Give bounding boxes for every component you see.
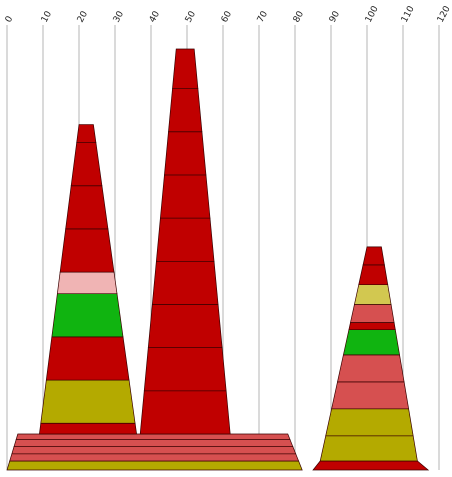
bar-segment-red xyxy=(155,217,215,262)
bar-segment-red xyxy=(172,48,199,89)
bar-segment-green xyxy=(342,329,400,356)
bar-segment-olive xyxy=(40,379,136,424)
bar-segment-red xyxy=(143,347,227,392)
x-tick-label: 20 xyxy=(76,9,90,24)
shape-3 xyxy=(139,48,231,435)
x-tick-label: 30 xyxy=(112,9,126,24)
x-tick-label: 50 xyxy=(184,9,198,24)
bar-segment-red xyxy=(139,390,231,435)
x-tick-label: 80 xyxy=(292,9,306,24)
bar-segment-salmon xyxy=(337,354,405,383)
bar-segment-red xyxy=(168,88,203,133)
bar-segment-red xyxy=(164,131,207,176)
shape-1 xyxy=(6,433,303,471)
bar-segment-olive xyxy=(325,408,414,437)
bar-segment-salmon xyxy=(9,453,300,462)
bar-segment-red xyxy=(312,460,430,471)
bar-segment-salmon xyxy=(331,381,410,410)
bar-segment-salmon xyxy=(13,439,294,447)
bar-segment-red xyxy=(358,264,389,286)
bar-segment-red xyxy=(59,228,115,273)
bar-segment-salmon xyxy=(11,446,297,455)
x-tick-label: 120 xyxy=(436,4,452,24)
bar-segment-red xyxy=(45,336,130,381)
shape-2 xyxy=(39,124,138,435)
bar-segment-red xyxy=(151,260,219,305)
shape-4 xyxy=(312,460,430,471)
bar-segment-red xyxy=(362,246,385,266)
bar-segment-salmon xyxy=(15,433,291,440)
bar-segment-red xyxy=(160,174,211,219)
bar-segment-red xyxy=(65,185,109,230)
bar-segment-khaki xyxy=(353,284,392,305)
bar-segment-green xyxy=(51,293,124,338)
shape-5 xyxy=(319,246,418,462)
x-tick-label: 60 xyxy=(220,9,234,24)
bar-segment-pink xyxy=(56,271,118,295)
x-tick-label: 100 xyxy=(364,4,381,24)
x-tick-label: 40 xyxy=(148,9,162,24)
x-tick-label: 10 xyxy=(40,9,54,24)
x-tick-label: 70 xyxy=(256,9,270,24)
x-tick-label: 90 xyxy=(328,9,342,24)
x-tick-label: 0 xyxy=(4,14,16,24)
x-axis-tick-labels: 0 10 20 30 40 50 60 70 80 90 100 110 120 xyxy=(4,4,452,24)
x-tick-label: 110 xyxy=(400,4,417,24)
bar-segment-red xyxy=(348,322,396,331)
bar-segment-red xyxy=(70,142,103,187)
bar-segment-red xyxy=(147,304,223,349)
bar-segment-red xyxy=(76,124,97,143)
bar-segment-olive xyxy=(319,435,418,462)
bar-segment-salmon xyxy=(350,304,395,323)
bar-segment-olive xyxy=(6,460,303,471)
bar-segment-red xyxy=(39,422,138,435)
chart-marks xyxy=(6,48,430,471)
